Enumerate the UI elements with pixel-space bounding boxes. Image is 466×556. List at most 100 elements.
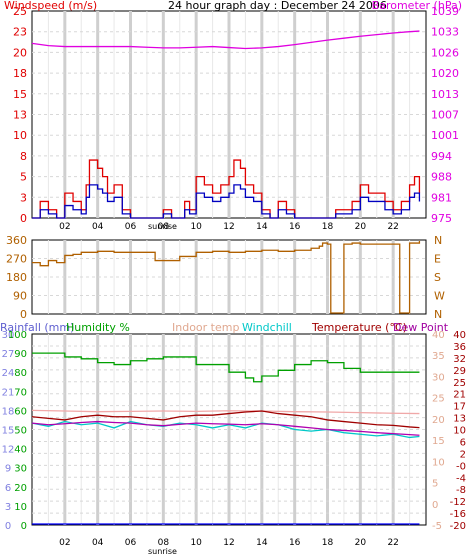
barometer-tick: 1026 bbox=[431, 46, 459, 59]
rainfall-label: Rainfall (mm) bbox=[0, 321, 74, 334]
rain-tick: 30 bbox=[2, 330, 15, 341]
windspeed-tick: 13 bbox=[13, 109, 27, 122]
temperature-line bbox=[31, 410, 420, 429]
humidity-tick: 30 bbox=[14, 464, 27, 475]
temp-tick: 25 bbox=[453, 378, 466, 389]
temp-tick: 29 bbox=[453, 366, 466, 377]
humidity-tick: 10 bbox=[14, 502, 27, 513]
windspeed-tick: 8 bbox=[20, 150, 27, 163]
x-tick-label: 12 bbox=[223, 222, 234, 232]
x-tick-label: 06 bbox=[125, 222, 137, 232]
windspeed-tick: 23 bbox=[13, 26, 27, 39]
compass-tick: S bbox=[434, 271, 441, 284]
rain-tick: 9 bbox=[5, 464, 11, 475]
indoor-temp-label: Indoor temp bbox=[172, 321, 239, 334]
panel-3-grid bbox=[32, 334, 426, 525]
temp-tick: 32 bbox=[453, 354, 466, 365]
panel-1-ticks: 0358101315182023259759819889941001100710… bbox=[13, 5, 459, 232]
indoor-temp-line bbox=[31, 409, 420, 415]
rain-tick: 18 bbox=[2, 406, 15, 417]
humidity-line bbox=[32, 352, 420, 383]
temperature-label: Temperature (°C) bbox=[311, 321, 407, 334]
barometer-tick: 988 bbox=[431, 171, 452, 184]
barometer-tick: 1020 bbox=[431, 67, 459, 80]
indoor-tick: -5 bbox=[432, 521, 442, 532]
rain-tick: 27 bbox=[2, 349, 15, 360]
compass-tick: E bbox=[434, 253, 441, 266]
humidity-tick: 50 bbox=[14, 426, 27, 437]
humidity-tick: 90 bbox=[14, 349, 27, 360]
rain-tick: 0 bbox=[5, 521, 11, 532]
humidity-label: Humidity % bbox=[66, 321, 130, 334]
direction-tick: 0 bbox=[20, 308, 27, 321]
barometer-tick: 1039 bbox=[431, 5, 459, 18]
x-tick-label: 08 bbox=[158, 222, 170, 232]
windspeed-tick: 18 bbox=[13, 67, 27, 80]
x-tick-label: 04 bbox=[92, 538, 104, 548]
sunrise-note-2: sunrise bbox=[148, 547, 177, 556]
x-tick-label: 02 bbox=[59, 538, 70, 548]
humidity-tick: 40 bbox=[14, 445, 27, 456]
temp-tick: -0 bbox=[456, 461, 466, 472]
direction-tick: 90 bbox=[13, 290, 27, 303]
x-tick-label: 20 bbox=[355, 538, 367, 548]
temp-tick: -12 bbox=[450, 497, 466, 508]
barometer-line bbox=[31, 30, 420, 50]
indoor-tick: 40 bbox=[432, 330, 445, 341]
x-tick-label: 22 bbox=[387, 222, 398, 232]
x-tick-label: 14 bbox=[256, 222, 268, 232]
indoor-tick: 35 bbox=[432, 351, 445, 362]
barometer-tick: 994 bbox=[431, 150, 452, 163]
x-tick-label: 10 bbox=[190, 538, 202, 548]
compass-tick: N bbox=[434, 308, 442, 321]
humidity-tick: 20 bbox=[14, 483, 27, 494]
temp-tick: 17 bbox=[453, 402, 466, 413]
temp-tick: 13 bbox=[453, 414, 466, 425]
temp-tick: -4 bbox=[456, 473, 466, 484]
windspeed-label: Windspeed (m/s) bbox=[4, 0, 97, 12]
rain-tick: 15 bbox=[2, 426, 15, 437]
direction-tick: 180 bbox=[6, 271, 27, 284]
x-tick-label: 06 bbox=[125, 538, 137, 548]
temp-tick: 10 bbox=[453, 426, 466, 437]
temp-tick: 36 bbox=[453, 342, 466, 353]
barometer-tick: 981 bbox=[431, 191, 452, 204]
x-tick-label: 10 bbox=[190, 222, 202, 232]
temp-tick: -16 bbox=[450, 509, 466, 520]
barometer-tick: 1007 bbox=[431, 109, 459, 122]
panel-1-grid bbox=[32, 11, 426, 218]
x-tick-label: 16 bbox=[289, 222, 301, 232]
x-tick-label: 02 bbox=[59, 222, 70, 232]
rain-tick: 24 bbox=[2, 368, 15, 379]
panel-1-series bbox=[31, 30, 421, 219]
compass-tick: N bbox=[434, 234, 442, 247]
windspeed-tick: 3 bbox=[20, 191, 27, 204]
panel-2-grid bbox=[32, 240, 426, 314]
panel-2-series bbox=[32, 241, 421, 314]
windspeed-tick: 15 bbox=[13, 88, 27, 101]
humidity-tick: 0 bbox=[21, 521, 27, 532]
indoor-tick: 0 bbox=[432, 500, 438, 511]
gust-line bbox=[32, 159, 421, 219]
chart-title: 24 hour graph day : December 24 2006 bbox=[168, 0, 387, 12]
rain-tick: 6 bbox=[5, 483, 11, 494]
indoor-tick: 25 bbox=[432, 394, 445, 405]
panel-3-ticks: 0369121518212427300102030405060708090100… bbox=[2, 330, 466, 548]
wind-line bbox=[32, 184, 421, 219]
humidity-tick: 100 bbox=[8, 330, 27, 341]
humidity-tick: 70 bbox=[14, 387, 27, 398]
x-tick-label: 16 bbox=[289, 538, 301, 548]
indoor-tick: 15 bbox=[432, 436, 445, 447]
temp-tick: 6 bbox=[460, 437, 466, 448]
panel-3-series bbox=[31, 352, 420, 525]
wind-direction-line bbox=[32, 241, 421, 314]
direction-tick: 270 bbox=[6, 253, 27, 266]
x-tick-label: 18 bbox=[322, 538, 334, 548]
x-tick-label: 20 bbox=[355, 222, 367, 232]
humidity-tick: 60 bbox=[14, 406, 27, 417]
temp-tick: -8 bbox=[456, 485, 466, 496]
temp-tick: 40 bbox=[453, 330, 466, 341]
rain-tick: 3 bbox=[5, 502, 11, 513]
